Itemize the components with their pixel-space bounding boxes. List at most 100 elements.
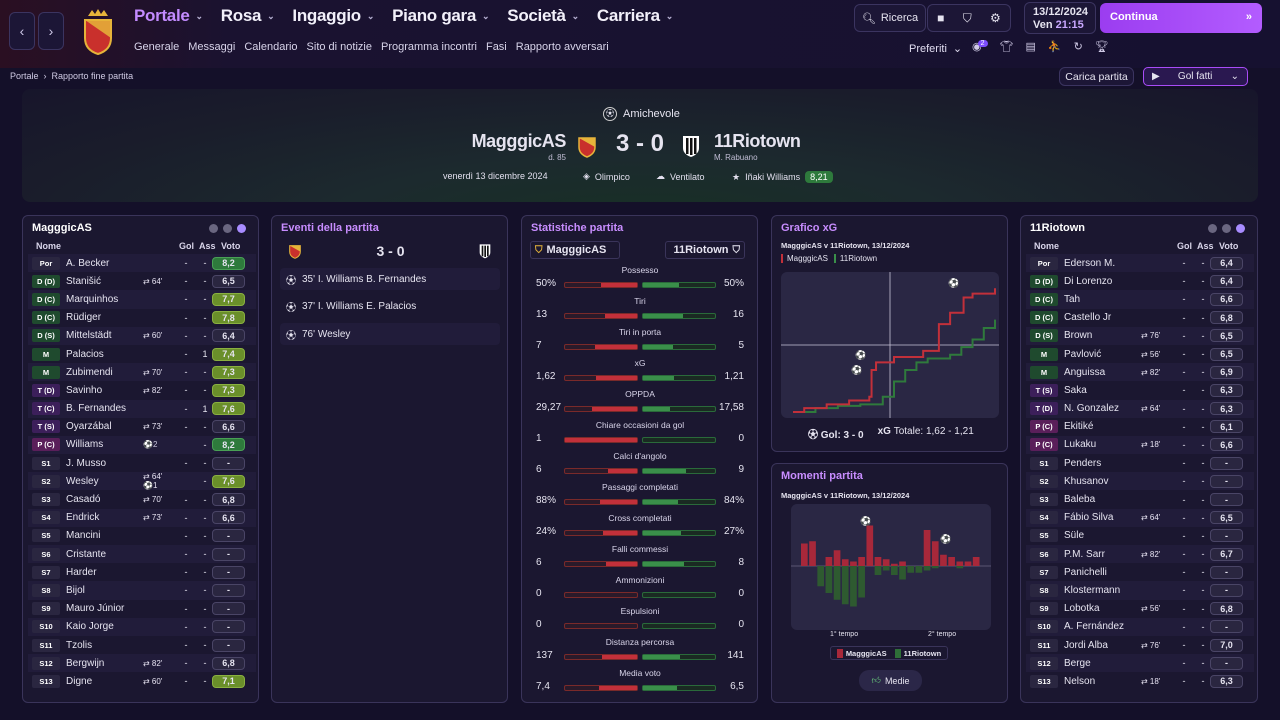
player-name[interactable]: Berge bbox=[1064, 657, 1091, 669]
player-name[interactable]: B. Fernandes bbox=[66, 403, 127, 415]
subnav-item[interactable]: Sito di notizie bbox=[306, 41, 372, 53]
player-name[interactable]: Tzolis bbox=[66, 639, 93, 651]
table-row[interactable]: D (C) Tah - -6,6 bbox=[1026, 290, 1254, 309]
player-name[interactable]: Wesley bbox=[66, 475, 99, 487]
goals-dropdown[interactable]: ▶ Gol fatti ⌄ bbox=[1143, 67, 1248, 86]
player-name[interactable]: Di Lorenzo bbox=[1064, 275, 1113, 287]
averages-button[interactable]: 👍︎ Medie bbox=[859, 670, 922, 691]
player-name[interactable]: Panichelli bbox=[1064, 566, 1107, 578]
table-row[interactable]: S7 Harder - - - bbox=[28, 563, 256, 581]
player-name[interactable]: Bergwijn bbox=[66, 657, 105, 669]
refresh-icon[interactable]: ↻ bbox=[1073, 41, 1083, 53]
player-name[interactable]: Mauro Júnior bbox=[66, 603, 125, 615]
table-row[interactable]: T (D) Savinho ⇄ 82' - -7,3 bbox=[28, 381, 256, 399]
nav-item-3[interactable]: Piano gara ⌄ bbox=[392, 6, 489, 26]
table-row[interactable]: M Palacios - 1 7,4 bbox=[28, 345, 256, 363]
player-name[interactable]: Cristante bbox=[66, 548, 107, 560]
table-row[interactable]: S5 Süle - - - bbox=[1026, 527, 1254, 545]
nav-item-4[interactable]: Società ⌄ bbox=[507, 6, 579, 26]
player-name[interactable]: Brown bbox=[1064, 330, 1093, 342]
player-name[interactable]: Ekitiké bbox=[1064, 421, 1094, 433]
dot[interactable] bbox=[223, 224, 232, 233]
dot-active[interactable] bbox=[1236, 224, 1245, 233]
breadcrumb-home[interactable]: Portale bbox=[10, 71, 39, 81]
table-row[interactable]: D (C) Marquinhos - -7,7 bbox=[28, 290, 256, 309]
subnav-item[interactable]: Generale bbox=[134, 41, 180, 53]
search-button[interactable]: 🔍︎ Ricerca bbox=[854, 4, 926, 32]
game-date[interactable]: 13/12/2024 Ven 21:15 bbox=[1024, 2, 1096, 34]
event-item[interactable]: ⚽︎ 37' I. Williams E. Palacios bbox=[280, 296, 500, 318]
table-row[interactable]: S11 Tzolis - - - bbox=[28, 636, 256, 654]
subnav-item[interactable]: Fasi bbox=[485, 41, 507, 53]
motm-name[interactable]: Iñaki Williams bbox=[745, 172, 801, 182]
table-row[interactable]: T (S) Saka - -6,3 bbox=[1026, 381, 1254, 399]
table-row[interactable]: P (C) Ekitiké - -6,1 bbox=[1026, 418, 1254, 436]
player-name[interactable]: Klostermann bbox=[1064, 584, 1121, 596]
gear-icon[interactable]: ⚙ bbox=[990, 11, 1001, 25]
table-row[interactable]: P (C) Lukaku ⇄ 18' - -6,6 bbox=[1026, 435, 1254, 455]
table-row[interactable]: S9 Lobotka ⇄ 56' - -6,8 bbox=[1026, 600, 1254, 618]
player-name[interactable]: Bijol bbox=[66, 584, 85, 596]
table-row[interactable]: S3 Casadó ⇄ 70' - -6,8 bbox=[28, 490, 256, 508]
player-name[interactable]: Tah bbox=[1064, 293, 1081, 305]
shield-icon[interactable]: ⛉ bbox=[962, 10, 972, 25]
player-name[interactable]: Mancini bbox=[66, 530, 101, 542]
player-name[interactable]: Saka bbox=[1064, 384, 1087, 396]
shirt-icon[interactable]: 👕︎ bbox=[999, 41, 1014, 53]
player-name[interactable]: A. Fernández bbox=[1064, 621, 1125, 633]
player-name[interactable]: Oyarzábal bbox=[66, 421, 112, 433]
player-name[interactable]: Anguissa bbox=[1064, 366, 1106, 378]
table-row[interactable]: S11 Jordi Alba ⇄ 76' - -7,0 bbox=[1026, 636, 1254, 654]
dot[interactable] bbox=[1208, 224, 1217, 233]
table-row[interactable]: S2 Wesley ⇄ 64' ⚽1 -7,6 bbox=[28, 472, 256, 491]
player-name[interactable]: Stanišić bbox=[66, 275, 102, 287]
away-team-name[interactable]: 11Riotown bbox=[714, 131, 801, 151]
player-name[interactable]: Harder bbox=[66, 566, 97, 578]
player-name[interactable]: Endrick bbox=[66, 512, 100, 524]
table-row[interactable]: S8 Klostermann - - - bbox=[1026, 581, 1254, 600]
nav-item-1[interactable]: Rosa ⌄ bbox=[221, 6, 275, 26]
table-row[interactable]: S2 Khusanov - - - bbox=[1026, 472, 1254, 491]
table-row[interactable]: S13 Digne ⇄ 60' - -7,1 bbox=[28, 672, 256, 690]
table-row[interactable]: S9 Mauro Júnior - - - bbox=[28, 600, 256, 618]
table-row[interactable]: Por Ederson M. - -6,4 bbox=[1026, 254, 1254, 273]
table-row[interactable]: S6 Cristante - - - bbox=[28, 545, 256, 564]
table-row[interactable]: D (S) Mittelstädt ⇄ 60' - -6,4 bbox=[28, 326, 256, 345]
nav-item-5[interactable]: Carriera ⌄ bbox=[597, 6, 673, 26]
continue-button[interactable]: Continua » bbox=[1100, 3, 1262, 33]
player-name[interactable]: Williams bbox=[66, 439, 104, 451]
player-name[interactable]: Penders bbox=[1064, 457, 1102, 469]
table-row[interactable]: M Pavlović ⇄ 56' - -6,5 bbox=[1026, 345, 1254, 363]
player-name[interactable]: Castello Jr bbox=[1064, 312, 1112, 324]
table-row[interactable]: T (D) N. Gonzalez ⇄ 64' - -6,3 bbox=[1026, 399, 1254, 418]
nav-item-0[interactable]: Portale ⌄ bbox=[134, 6, 203, 26]
table-row[interactable]: S4 Endrick ⇄ 73' - -6,6 bbox=[28, 508, 256, 527]
forward-button[interactable]: › bbox=[38, 12, 64, 50]
player-name[interactable]: Savinho bbox=[66, 384, 103, 396]
event-item[interactable]: ⚽︎ 76' Wesley bbox=[280, 323, 500, 345]
event-item[interactable]: ⚽︎ 35' I. Williams B. Fernandes bbox=[280, 268, 500, 290]
nav-item-2[interactable]: Ingaggio ⌄ bbox=[292, 6, 374, 26]
table-row[interactable]: D (S) Brown ⇄ 76' - -6,5 bbox=[1026, 326, 1254, 345]
player-name[interactable]: Marquinhos bbox=[66, 293, 119, 305]
player-name[interactable]: J. Musso bbox=[66, 457, 107, 469]
trophy-icon[interactable]: 🏆︎ bbox=[1094, 41, 1109, 53]
table-row[interactable]: S1 Penders - - - bbox=[1026, 454, 1254, 472]
dot-active[interactable] bbox=[237, 224, 246, 233]
table-row[interactable]: S6 P.M. Sarr ⇄ 82' - -6,7 bbox=[1026, 545, 1254, 564]
player-name[interactable]: Nelson bbox=[1064, 675, 1096, 687]
subnav-item[interactable]: Calendario bbox=[244, 41, 298, 53]
table-row[interactable]: D (D) Stanišić ⇄ 64' - -6,5 bbox=[28, 272, 256, 290]
table-row[interactable]: S4 Fábio Silva ⇄ 64' - -6,5 bbox=[1026, 508, 1254, 527]
table-row[interactable]: S1 J. Musso - - - bbox=[28, 454, 256, 472]
table-row[interactable]: S13 Nelson ⇄ 18' - -6,3 bbox=[1026, 672, 1254, 690]
player-name[interactable]: Digne bbox=[66, 675, 93, 687]
table-row[interactable]: Por A. Becker - -8,2 bbox=[28, 254, 256, 273]
subnav-item[interactable]: Programma incontri bbox=[380, 41, 477, 53]
player-name[interactable]: Ederson M. bbox=[1064, 257, 1116, 269]
player-name[interactable]: N. Gonzalez bbox=[1064, 403, 1120, 415]
favorites-dropdown[interactable]: Preferiti ⌄ bbox=[909, 42, 962, 56]
table-row[interactable]: S10 A. Fernández - - - bbox=[1026, 617, 1254, 636]
table-row[interactable]: S12 Bergwijn ⇄ 82' - -6,8 bbox=[28, 654, 256, 673]
table-row[interactable]: S10 Kaio Jorge - - - bbox=[28, 617, 256, 636]
